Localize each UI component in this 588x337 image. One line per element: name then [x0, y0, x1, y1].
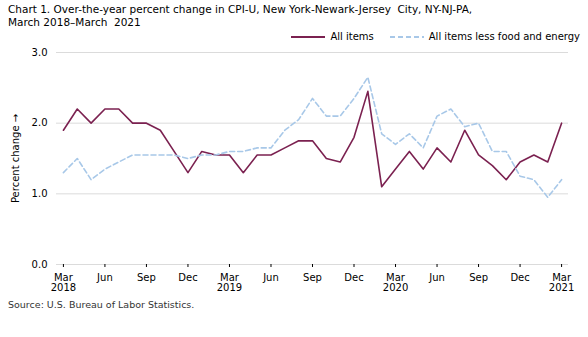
svg-text:1.0: 1.0: [32, 188, 48, 199]
svg-text:Percent change →: Percent change →: [10, 114, 21, 203]
svg-text:Dec: Dec: [510, 272, 529, 283]
html-text:Chart 1. Over-the-year percent: Chart 1. Over-the-year percent change in…: [8, 3, 473, 28]
html-text:Source: U.S. Bureau of Labor S: Source: U.S. Bureau of Labor Statistics.: [8, 299, 195, 310]
svg-text:Mar2019: Mar2019: [217, 272, 242, 293]
svg-text:3.0: 3.0: [32, 47, 48, 58]
svg-text:Sep: Sep: [303, 272, 322, 283]
svg-text:Jun: Jun: [428, 272, 445, 283]
svg-text:Jun: Jun: [96, 272, 113, 283]
html-text:All items: All items: [330, 31, 374, 42]
svg-text:Mar2020: Mar2020: [383, 272, 408, 293]
svg-text:0.0: 0.0: [32, 259, 48, 270]
svg-text:Sep: Sep: [137, 272, 156, 283]
svg-text:2.0: 2.0: [32, 117, 48, 128]
svg-text:Mar2021: Mar2021: [549, 272, 574, 293]
svg-text:Mar2018: Mar2018: [51, 272, 76, 293]
svg-text:Sep: Sep: [469, 272, 488, 283]
svg-text:Jun: Jun: [262, 272, 279, 283]
svg-text:Dec: Dec: [344, 272, 363, 283]
svg-text:Dec: Dec: [178, 272, 197, 283]
html-text:All items less food and energy: All items less food and energy: [428, 31, 580, 42]
